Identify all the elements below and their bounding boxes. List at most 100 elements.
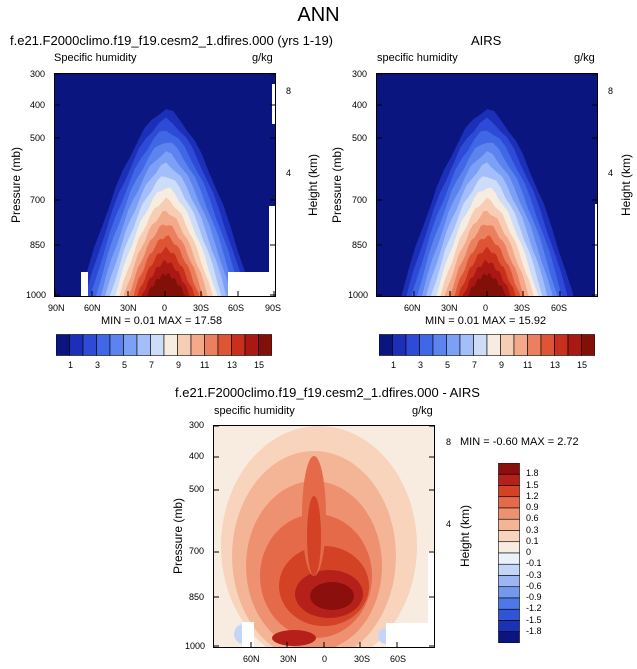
panel-1-ylabel: Pressure (mb) — [9, 147, 23, 224]
panel-1-title: f.e21.F2000climo.f19_f19.cesm2_1.dfires.… — [10, 33, 334, 48]
panel-3-xtick: 60S — [390, 654, 407, 664]
panel-2-xtick: 0 — [483, 303, 489, 313]
panel-2-height-tick: 8 — [608, 86, 614, 96]
missing-data — [595, 204, 597, 296]
panel-3-plot — [213, 425, 435, 648]
colorbar-2-label: 3 — [418, 360, 424, 370]
panel-1-ytick: 400 — [30, 100, 46, 110]
colorbar-swatch — [231, 334, 246, 356]
missing-data — [269, 206, 275, 296]
panel-3-ylabel: Pressure (mb) — [171, 498, 185, 575]
panel-3-units-label: g/kg — [412, 405, 433, 417]
colorbar-3-label: 0 — [526, 547, 532, 557]
colorbar-3-label: 0.9 — [526, 502, 539, 512]
colorbar-swatch — [498, 530, 520, 543]
panel-1-xtick: 30S — [193, 303, 210, 313]
contour-level-16 — [467, 273, 507, 296]
panel-3-contours — [214, 426, 434, 647]
panel-3-ytick: 850 — [189, 592, 205, 602]
panel-3-stats: MIN = -0.60 MAX = 2.72 — [460, 436, 579, 448]
panel-3-height-tick: 4 — [446, 519, 452, 529]
colorbar-swatch — [498, 485, 520, 498]
colorbar-3-label: -1.2 — [526, 603, 542, 614]
panel-3-xtick: 0 — [322, 654, 328, 664]
colorbar-swatch — [498, 518, 520, 531]
colorbar-swatch — [244, 334, 259, 356]
colorbar-swatch — [498, 507, 520, 520]
panel-1-stats: MIN = 0.01 MAX = 17.58 — [101, 315, 223, 327]
colorbar-3-label: -1.8 — [526, 625, 542, 636]
colorbar-1-label: 9 — [176, 360, 182, 370]
colorbar-swatch — [217, 334, 232, 356]
panel-3-xtick: 60N — [243, 654, 260, 664]
colorbar-3-label: 1.8 — [526, 468, 539, 479]
panel-1-plot — [54, 73, 276, 297]
panel-2-ytick: 1000 — [348, 290, 369, 300]
colorbar-swatch — [540, 334, 555, 356]
colorbar-2-label: 15 — [577, 360, 588, 370]
missing-data — [242, 622, 254, 647]
colorbar-swatch — [432, 334, 447, 356]
missing-data — [228, 272, 275, 296]
colorbar-swatch — [379, 334, 393, 356]
panel-3-ytick: 400 — [189, 451, 205, 461]
colorbar-2-label: 1 — [391, 360, 397, 370]
colorbar-swatch — [473, 334, 488, 356]
panel-1-ytick: 500 — [30, 133, 46, 143]
colorbar-swatch — [498, 631, 520, 643]
panel-1-field-label: Specific humidity — [54, 52, 137, 64]
colorbar-1-label: 3 — [95, 360, 101, 370]
colorbar-swatch — [498, 463, 520, 475]
panel-3-ytick: 1000 — [185, 641, 206, 651]
colorbar-swatch — [123, 334, 138, 356]
colorbar-swatch — [190, 334, 205, 356]
figure-title: ANN — [297, 4, 340, 26]
colorbar-swatch — [69, 334, 84, 356]
colorbar-1-label: 1 — [68, 360, 74, 370]
colorbar-swatch — [498, 608, 520, 621]
colorbar-swatch — [498, 496, 520, 509]
colorbar-2-label: 7 — [472, 360, 478, 370]
panel-1-xtick: 60N — [84, 303, 101, 313]
missing-data — [272, 84, 275, 124]
panel-3-xtick: 30N — [280, 654, 297, 664]
colorbar-2-label: 13 — [550, 360, 561, 370]
panel-2-ytick: 850 — [352, 240, 368, 250]
panel-2-xtick: 30N — [441, 303, 458, 313]
panel-2-ytick: 700 — [352, 195, 368, 205]
colorbar-3-label: 0.6 — [526, 513, 539, 524]
colorbar-swatch — [136, 334, 151, 356]
colorbar-1-label: 5 — [122, 360, 128, 370]
colorbar-3-label: -0.1 — [526, 558, 542, 569]
panel-1-ylabel-right: Height (km) — [306, 154, 320, 217]
colorbar-swatch — [498, 563, 520, 576]
panel-2-ytick: 500 — [352, 133, 368, 143]
panel-2-units-label: g/kg — [574, 52, 595, 64]
colorbar-swatch — [204, 334, 219, 356]
panel-1-units-label: g/kg — [252, 52, 273, 64]
colorbar-swatch — [498, 473, 520, 486]
diff-contour — [310, 582, 354, 610]
colorbar-swatch — [498, 552, 520, 565]
colorbar-swatch — [177, 334, 192, 356]
colorbar-swatch — [581, 334, 595, 356]
panel-2-colorbar — [379, 334, 595, 356]
colorbar-2-label: 9 — [499, 360, 505, 370]
panel-3-xtick: 30S — [354, 654, 371, 664]
colorbar-1-label: 13 — [227, 360, 238, 370]
panel-3-height-tick: 8 — [446, 437, 452, 447]
missing-data — [386, 623, 434, 647]
colorbar-2-label: 11 — [523, 360, 533, 370]
panel-3-ytick: 500 — [189, 484, 205, 494]
panel-1-xtick: 30N — [120, 303, 137, 313]
panel-1-ytick: 700 — [30, 195, 46, 205]
panel-2-xtick: 60N — [404, 303, 421, 313]
missing-data — [81, 272, 88, 296]
panel-3-title: f.e21.F2000climo.f19_f19.cesm2_1.dfires.… — [175, 385, 480, 400]
colorbar-swatch — [527, 334, 542, 356]
contour-level-16 — [146, 273, 186, 296]
panel-2-height-tick: 4 — [608, 168, 614, 178]
colorbar-swatch — [554, 334, 569, 356]
panel-1-xtick: 0 — [162, 303, 168, 313]
panel-2-ylabel-right: Height (km) — [619, 154, 633, 217]
